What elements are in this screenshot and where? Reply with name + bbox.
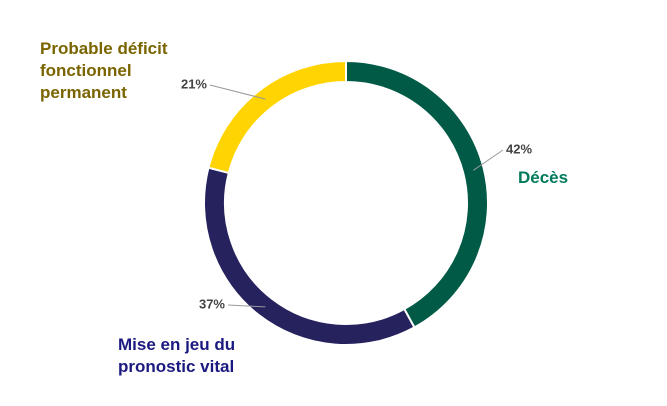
leader-line: [473, 149, 504, 171]
donut-slice: [203, 166, 416, 346]
category-label: Mise en jeu du pronostic vital: [118, 335, 236, 376]
category-label: Probable déficit fonctionnel permanent: [40, 39, 168, 102]
leader-line: [227, 304, 266, 308]
percent-label: 37%: [199, 296, 225, 311]
percent-label: 21%: [181, 76, 207, 91]
percent-label: 42%: [506, 141, 532, 156]
leader-line: [209, 84, 266, 100]
category-label: Décès: [518, 168, 569, 187]
donut-slice: [207, 59, 347, 175]
donut-slice: [345, 59, 489, 329]
